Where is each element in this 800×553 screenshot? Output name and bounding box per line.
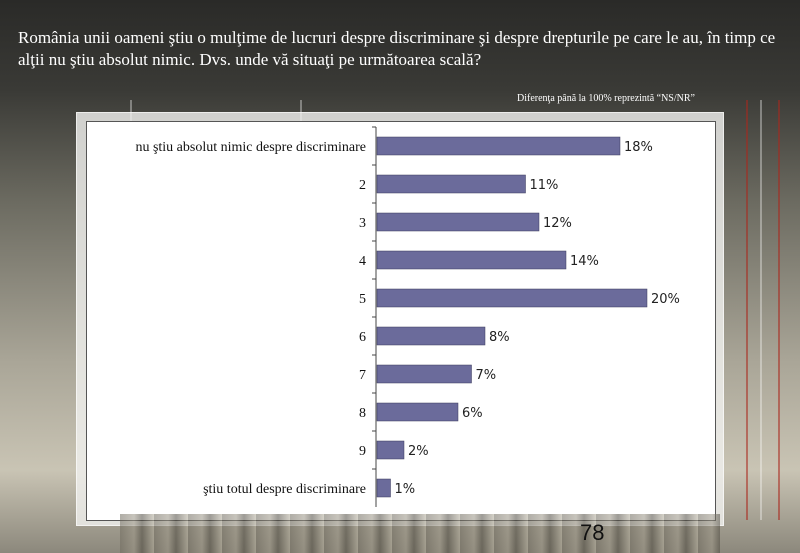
category-label: 7 xyxy=(359,368,366,383)
category-label: 2 xyxy=(359,178,366,193)
category-label: 4 xyxy=(359,254,366,269)
category-label: 6 xyxy=(359,330,366,345)
data-label: 20% xyxy=(651,292,680,307)
data-label: 11% xyxy=(530,178,559,193)
data-label: 1% xyxy=(395,482,416,497)
bar xyxy=(376,136,621,156)
data-label: 12% xyxy=(543,216,572,231)
bar xyxy=(376,250,567,270)
data-label: 8% xyxy=(489,330,510,345)
data-label: 18% xyxy=(624,140,653,155)
bar xyxy=(376,478,391,498)
slide-title: România unii oameni ştiu o mulţime de lu… xyxy=(18,28,776,69)
bar xyxy=(376,364,472,384)
category-label: 8 xyxy=(359,406,366,421)
chart-plot-area: nu ştiu absolut nimic despre discriminar… xyxy=(86,121,716,521)
background-photo-strip xyxy=(120,514,720,553)
category-label: nu ştiu absolut nimic despre discriminar… xyxy=(135,140,366,155)
page-number: 78 xyxy=(580,520,605,545)
data-label: 2% xyxy=(408,444,429,459)
category-label: ştiu totul despre discriminare xyxy=(203,482,366,497)
bar xyxy=(376,326,486,346)
data-label: 14% xyxy=(570,254,599,269)
bar-chart: nu ştiu absolut nimic despre discriminar… xyxy=(135,126,680,507)
bar xyxy=(376,212,540,232)
bar xyxy=(376,402,459,422)
category-label: 3 xyxy=(359,216,366,231)
bar xyxy=(376,440,405,460)
bar xyxy=(376,174,526,194)
category-label: 5 xyxy=(359,292,366,307)
data-label: 6% xyxy=(462,406,483,421)
category-label: 9 xyxy=(359,444,366,459)
data-label: 7% xyxy=(476,368,497,383)
footnote-ns-nr: Diferenţa până la 100% reprezintă “NS/NR… xyxy=(517,93,695,104)
bar xyxy=(376,288,648,308)
